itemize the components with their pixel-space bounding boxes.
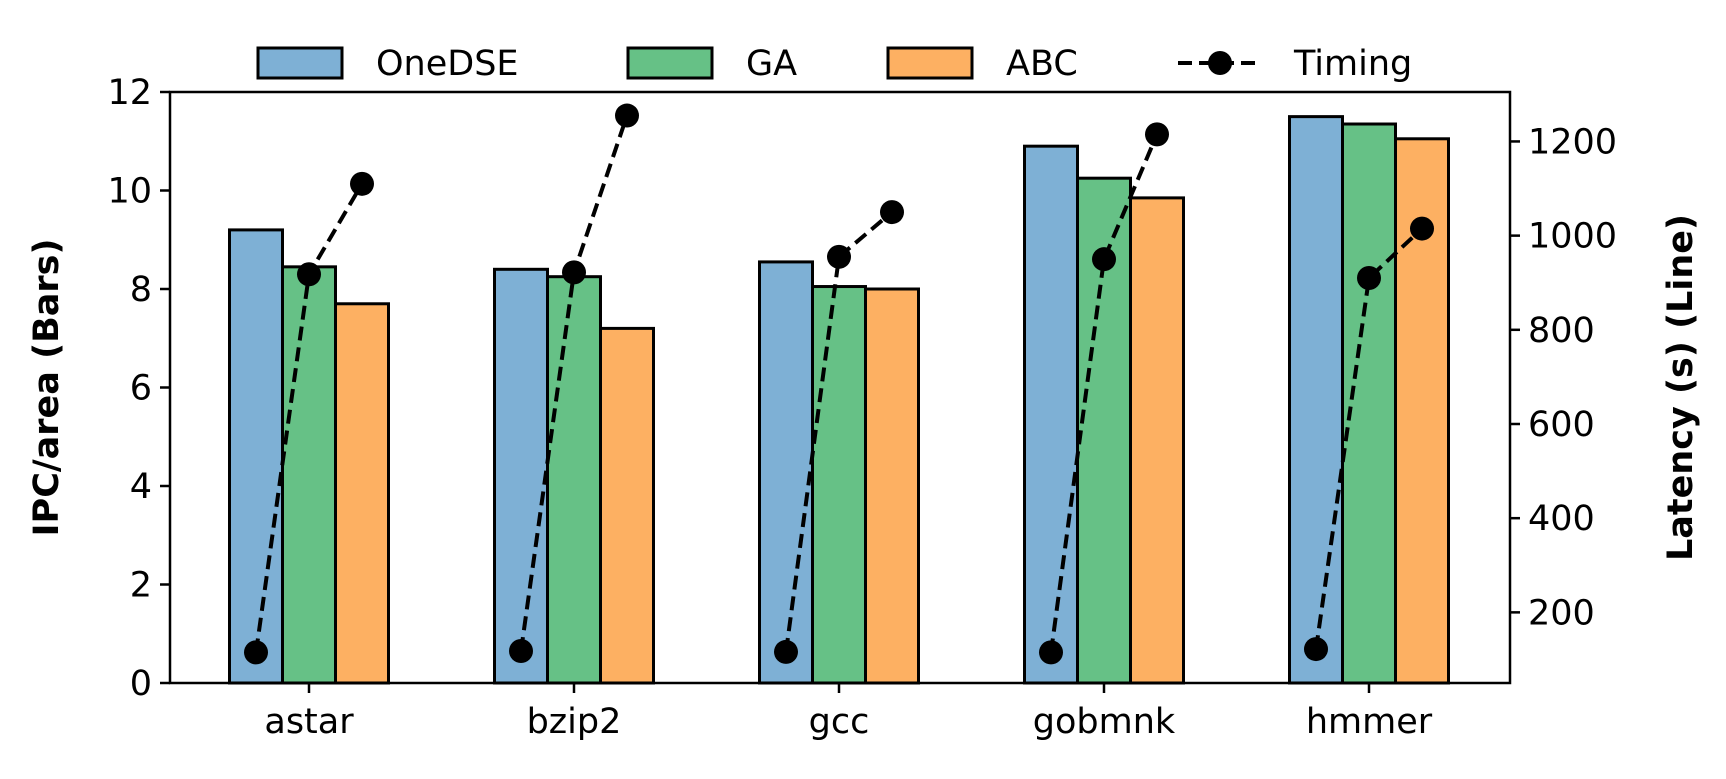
bar-abc-bzip2 [599, 326, 655, 685]
timing-point-gcc-0 [774, 639, 798, 664]
bar-onedse-gobmnk [1023, 144, 1079, 685]
bar-abc-astar [334, 302, 390, 685]
bar-onedse-astar [228, 228, 284, 685]
y-tick-label: 6 [130, 369, 152, 409]
timing-point-bzip2-1 [562, 260, 586, 285]
legend-label-onedse: OneDSE [376, 44, 519, 84]
legend-swatch-ga [626, 46, 714, 80]
y2-axis-title: Latency (s) (Line) [1661, 214, 1701, 561]
bar-onedse-gcc [758, 260, 814, 685]
bar-ga-hmmer [1341, 122, 1397, 685]
y2-tick-label: 800 [1528, 311, 1595, 351]
bar-ga-gcc [811, 285, 867, 685]
legend-swatch-timing-dot [1208, 51, 1232, 75]
legend-label-timing: Timing [1293, 44, 1412, 84]
y2-tick-label: 1200 [1528, 122, 1617, 162]
timing-point-astar-1 [297, 262, 321, 287]
timing-point-hmmer-1 [1357, 266, 1381, 291]
y2-tick-label: 200 [1528, 593, 1595, 633]
timing-point-gcc-2 [880, 200, 904, 225]
bar-onedse-hmmer [1288, 115, 1344, 685]
timing-line-hmmer [1314, 227, 1424, 650]
y-tick-label: 2 [130, 566, 152, 606]
timing-point-gobmnk-1 [1092, 247, 1116, 272]
y2-tick-label: 400 [1528, 499, 1595, 539]
y-tick-label: 12 [107, 73, 152, 113]
bar-abc-gobmnk [1129, 196, 1185, 685]
y-tick-label: 10 [107, 172, 152, 212]
timing-point-hmmer-2 [1410, 216, 1434, 241]
legend-swatch-abc [886, 46, 974, 80]
bar-abc-gcc [864, 287, 920, 685]
y-tick-label: 0 [130, 664, 152, 704]
y-tick-label: 4 [130, 467, 152, 507]
bars-layer [228, 115, 1450, 685]
bar-ga-bzip2 [546, 275, 602, 685]
x-tick-label: astar [264, 702, 354, 742]
timing-point-gobmnk-2 [1145, 122, 1169, 147]
legend-label-abc: ABC [1006, 44, 1078, 84]
timing-point-bzip2-0 [509, 638, 533, 663]
legend-label-ga: GA [746, 44, 797, 84]
x-tick-label: hmmer [1306, 702, 1433, 742]
axes-layer: 0 2 4 6 8 10 12 200 400 600 800 1000 1200 astar bzip2 g… [27, 73, 1701, 742]
timing-point-gcc-1 [827, 244, 851, 269]
bar-ga-astar [281, 265, 337, 685]
y2-tick-label: 600 [1528, 405, 1595, 445]
timing-point-astar-0 [244, 640, 268, 665]
y2-tick-label: 1000 [1528, 217, 1617, 257]
bar-onedse-bzip2 [493, 267, 549, 685]
timing-point-bzip2-2 [615, 103, 639, 128]
timing-point-gobmnk-0 [1039, 640, 1063, 665]
timing-point-astar-2 [350, 171, 374, 196]
y-axis-title: IPC/area (Bars) [27, 239, 67, 537]
legend: OneDSE GA ABC Timing [256, 44, 1412, 84]
lines-layer [244, 103, 1434, 665]
x-tick-label: gobmnk [1033, 702, 1176, 742]
timing-line-gobmnk [1049, 133, 1159, 653]
x-tick-label: gcc [809, 702, 870, 742]
y-tick-label: 8 [130, 270, 152, 310]
timing-line-gcc [784, 210, 894, 653]
timing-point-hmmer-0 [1304, 637, 1328, 662]
x-tick-label: bzip2 [527, 702, 622, 742]
legend-swatch-onedse [256, 46, 344, 80]
